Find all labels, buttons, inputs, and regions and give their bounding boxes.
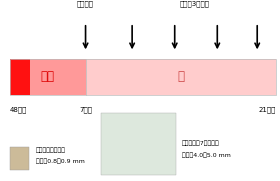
Text: 体長：0.8～0.9 mm: 体長：0.8～0.9 mm [36,158,85,164]
Text: 仔虫（産仔直後）: 仔虫（産仔直後） [36,147,66,153]
Bar [101,113,176,175]
Text: 産仔（3日毎）: 産仔（3日毎） [180,0,210,7]
Text: 親: 親 [177,70,184,83]
Bar [30,59,86,95]
Bar [10,59,276,95]
Text: 親（産仔後7日以降）: 親（産仔後7日以降） [182,141,219,146]
Bar [86,59,276,95]
Text: 21日後: 21日後 [258,106,276,113]
Text: 体長：4.0～5.0 mm: 体長：4.0～5.0 mm [182,152,230,158]
Text: 仔虫: 仔虫 [41,70,55,83]
Text: 7日後: 7日後 [79,106,92,113]
Bar [10,147,29,170]
Bar [10,59,30,95]
Text: 48時間: 48時間 [10,106,27,113]
Text: 初回産仔: 初回産仔 [77,0,94,7]
